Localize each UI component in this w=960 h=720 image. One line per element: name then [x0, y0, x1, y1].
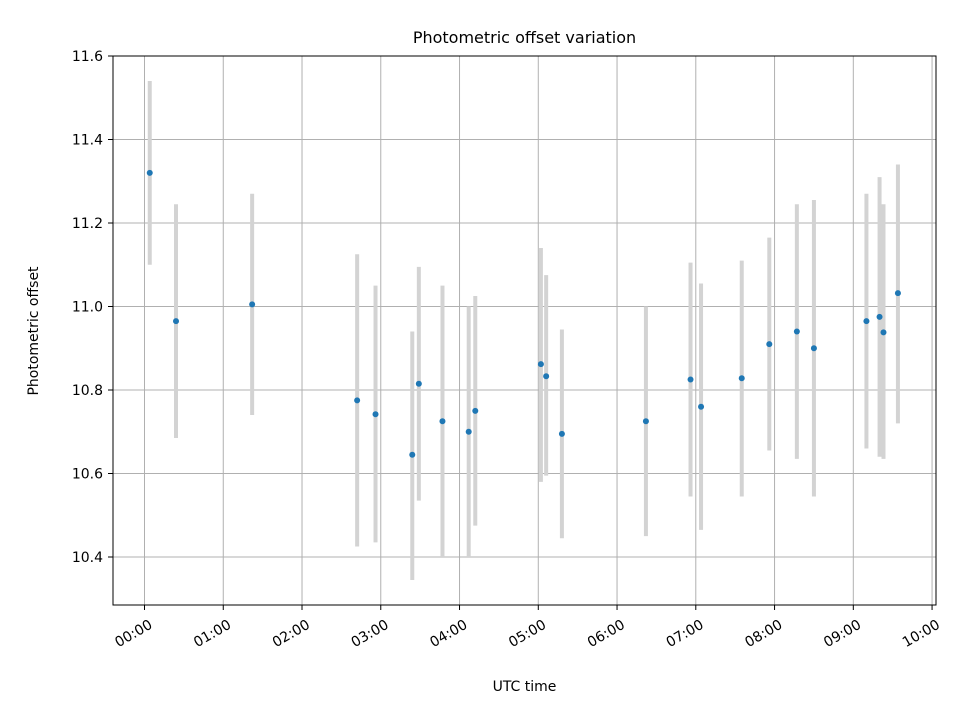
data-point [793, 328, 800, 335]
x-tick-label: 00:00 [112, 617, 155, 651]
x-tick-label: 03:00 [349, 617, 392, 651]
x-tick-label: 02:00 [270, 617, 313, 651]
data-point [146, 169, 153, 176]
y-tick-label: 10.4 [72, 550, 103, 566]
data-point [543, 373, 550, 380]
y-tick-label: 11.2 [72, 216, 103, 232]
data-point [698, 403, 705, 410]
data-point [537, 361, 544, 368]
data-point [465, 428, 472, 435]
data-point [642, 418, 649, 425]
y-tick-label: 11.4 [72, 132, 103, 148]
data-point [880, 329, 887, 336]
data-point [558, 430, 565, 437]
data-point [876, 313, 883, 320]
data-point [415, 380, 422, 387]
chart-title: Photometric offset variation [413, 28, 636, 47]
x-axis-label: UTC time [493, 679, 557, 695]
y-tick-label: 10.6 [72, 466, 103, 482]
data-point [687, 376, 694, 383]
data-point [249, 301, 256, 308]
x-tick-label: 06:00 [585, 617, 628, 651]
x-tick-label: 01:00 [191, 617, 234, 651]
data-point [173, 318, 180, 325]
data-point [439, 418, 446, 425]
x-tick-label: 10:00 [900, 617, 943, 651]
x-tick-label: 07:00 [664, 617, 707, 651]
plot-frame [112, 55, 937, 606]
y-tick-label: 11.0 [72, 299, 103, 315]
y-tick-label: 11.6 [72, 49, 103, 65]
data-point [472, 407, 479, 414]
data-point [766, 341, 773, 348]
data-point [409, 451, 416, 458]
data-point [354, 397, 361, 404]
data-point [810, 345, 817, 352]
error-bars [147, 81, 900, 580]
y-axis-label: Photometric offset [26, 266, 42, 396]
x-tick-label: 04:00 [427, 617, 470, 651]
x-tick-label: 05:00 [506, 617, 549, 651]
data-points [146, 169, 901, 458]
y-axis: 10.4 10.6 10.8 11.0 11.2 11.4 11.6 [72, 49, 113, 566]
x-tick-label: 08:00 [742, 617, 785, 651]
data-point [372, 411, 379, 418]
data-point [738, 375, 745, 382]
data-point [863, 318, 870, 325]
data-point [894, 290, 901, 297]
x-axis: 00:00 01:00 02:00 03:00 04:00 05:00 06:00 07:00… [112, 605, 943, 651]
y-tick-label: 10.8 [72, 383, 103, 399]
x-tick-label: 09:00 [821, 617, 864, 651]
